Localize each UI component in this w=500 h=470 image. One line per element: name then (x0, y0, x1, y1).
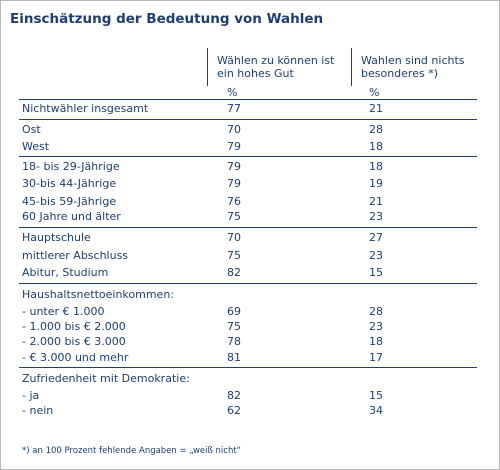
unit-percent-1: % (227, 86, 238, 99)
value-nothing-special: 17 (369, 351, 383, 364)
column-header-nothing-special-line1: Wahlen sind nichts (361, 54, 465, 67)
separator-line (19, 367, 477, 368)
value-nothing-special: 28 (369, 123, 383, 136)
row-label: - € 3.000 und mehr (22, 351, 129, 364)
row-label: 60 Jahre und älter (22, 210, 121, 223)
value-high-value: 75 (227, 210, 241, 223)
row-label: - 2.000 bis € 3.000 (22, 335, 126, 348)
row-label: 30-bis 44-Jährige (22, 177, 117, 190)
row-label: - unter € 1.000 (22, 305, 105, 318)
column-header-high-value: Wählen zu können ist ein hohes Gut (217, 54, 334, 80)
row-label: - ja (22, 389, 40, 402)
value-nothing-special: 28 (369, 305, 383, 318)
value-nothing-special: 18 (369, 160, 383, 173)
row-label: 45-bis 59-Jährige (22, 195, 117, 208)
row-label: Nichtwähler insgesamt (22, 102, 149, 115)
value-nothing-special: 18 (369, 140, 383, 153)
value-high-value: 77 (227, 102, 241, 115)
row-label: - 1.000 bis € 2.000 (22, 320, 126, 333)
value-nothing-special: 21 (369, 195, 383, 208)
column-header-high-value-line1: Wählen zu können ist (217, 54, 335, 67)
value-nothing-special: 18 (369, 335, 383, 348)
row-label: Abitur, Studium (22, 266, 109, 279)
footnote: *) an 100 Prozent fehlende Angaben = „we… (22, 446, 242, 456)
column-header-nothing-special-line2: besonderes *) (361, 67, 438, 80)
group-heading-income: Haushaltsnettoeinkommen: (22, 288, 175, 301)
value-high-value: 75 (227, 320, 241, 333)
column-header-nothing-special: Wahlen sind nichts besonderes *) (361, 54, 465, 80)
row-label: mittlerer Abschluss (22, 249, 129, 262)
value-high-value: 69 (227, 305, 241, 318)
row-label: 18- bis 29-Jährige (22, 160, 120, 173)
separator-line (19, 156, 477, 157)
value-high-value: 82 (227, 389, 241, 402)
value-nothing-special: 34 (369, 404, 383, 417)
value-high-value: 79 (227, 160, 241, 173)
separator-line (19, 119, 477, 120)
value-high-value: 70 (227, 231, 241, 244)
separator-line (19, 227, 477, 228)
value-high-value: 75 (227, 249, 241, 262)
value-high-value: 76 (227, 195, 241, 208)
value-nothing-special: 23 (369, 210, 383, 223)
value-nothing-special: 23 (369, 320, 383, 333)
row-label: - nein (22, 404, 54, 417)
value-nothing-special: 21 (369, 102, 383, 115)
value-high-value: 82 (227, 266, 241, 279)
value-high-value: 79 (227, 140, 241, 153)
value-nothing-special: 15 (369, 389, 383, 402)
value-high-value: 78 (227, 335, 241, 348)
value-nothing-special: 15 (369, 266, 383, 279)
separator-line (19, 99, 477, 100)
value-high-value: 81 (227, 351, 241, 364)
group-heading-democracy: Zufriedenheit mit Demokratie: (22, 372, 190, 385)
row-label: Hauptschule (22, 231, 91, 244)
header-divider-2 (351, 48, 352, 86)
value-nothing-special: 27 (369, 231, 383, 244)
row-label: Ost (22, 123, 41, 136)
separator-line (19, 283, 477, 284)
table-title: Einschätzung der Bedeutung von Wahlen (10, 11, 324, 27)
row-label: West (22, 140, 50, 153)
header-divider-1 (207, 48, 208, 86)
value-high-value: 70 (227, 123, 241, 136)
value-high-value: 62 (227, 404, 241, 417)
column-header-high-value-line2: ein hohes Gut (217, 67, 294, 80)
value-nothing-special: 19 (369, 177, 383, 190)
value-nothing-special: 23 (369, 249, 383, 262)
value-high-value: 79 (227, 177, 241, 190)
unit-percent-2: % (369, 86, 380, 99)
